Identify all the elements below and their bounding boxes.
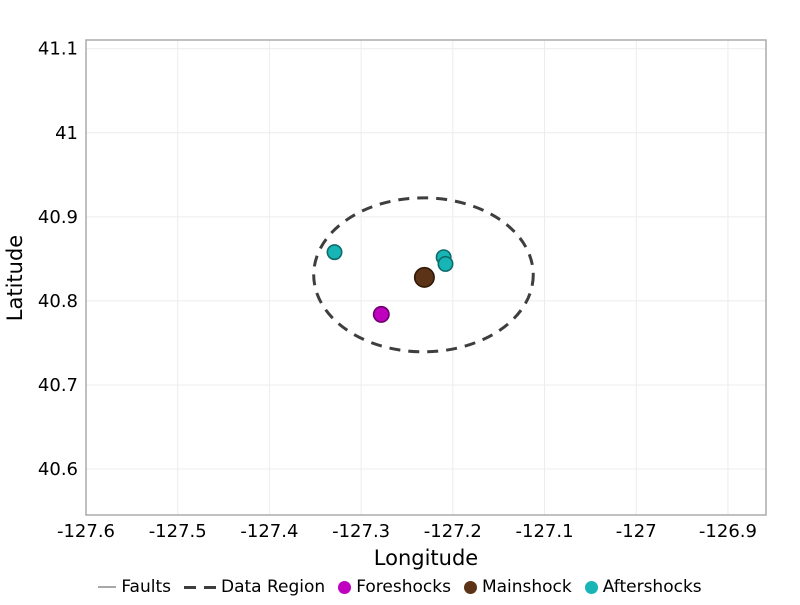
legend: Faults Data Region Foreshocks Mainshock Afte… <box>0 576 800 598</box>
legend-label: Foreshocks <box>356 577 451 597</box>
legend-item-faults: Faults <box>98 577 171 597</box>
x-tick-label: -127.5 <box>149 521 207 542</box>
legend-line-swatch <box>98 586 117 588</box>
legend-label: Faults <box>121 577 171 597</box>
x-tick-label: -127.3 <box>332 521 390 542</box>
x-axis-label: Longitude <box>373 546 479 570</box>
legend-dashed-swatch <box>184 585 216 589</box>
legend-dot-swatch <box>584 580 598 594</box>
plot-area: -127.6 -127.5 -127.4 -127.3 -127.2 -127.1 -127… <box>38 39 767 542</box>
legend-item-foreshocks: Foreshocks <box>338 577 451 597</box>
legend-dot-swatch <box>338 580 352 594</box>
y-tick-label: 40.9 <box>38 207 78 228</box>
foreshocks-point <box>372 305 390 323</box>
x-tick-label: -127.1 <box>516 521 574 542</box>
x-tick-label: -127.2 <box>424 521 482 542</box>
mainshock-point <box>413 266 435 288</box>
legend-item-data-region: Data Region <box>184 577 325 597</box>
legend-item-aftershocks: Aftershocks <box>584 577 702 597</box>
y-tick-label: 41 <box>55 123 78 144</box>
legend-item-mainshock: Mainshock <box>463 577 572 597</box>
x-tick-label: -127.6 <box>57 521 115 542</box>
aftershocks-point <box>326 244 343 261</box>
y-tick-label: 40.8 <box>38 291 78 312</box>
legend-label: Data Region <box>221 577 326 597</box>
x-tick-label: -126.9 <box>699 521 757 542</box>
plot-frame <box>85 39 767 516</box>
y-tick-label: 40.7 <box>38 375 78 396</box>
data-region-ellipse <box>312 196 535 354</box>
y-axis-label: Latitude <box>3 234 27 322</box>
legend-dot-swatch <box>463 580 477 594</box>
y-tick-label: 41.1 <box>38 39 78 60</box>
aftershocks-point <box>437 255 454 272</box>
x-tick-label: -127 <box>616 521 657 542</box>
legend-label: Mainshock <box>481 577 572 597</box>
x-tick-label: -127.4 <box>240 521 298 542</box>
y-tick-label: 40.6 <box>38 459 78 480</box>
legend-label: Aftershocks <box>602 577 702 597</box>
